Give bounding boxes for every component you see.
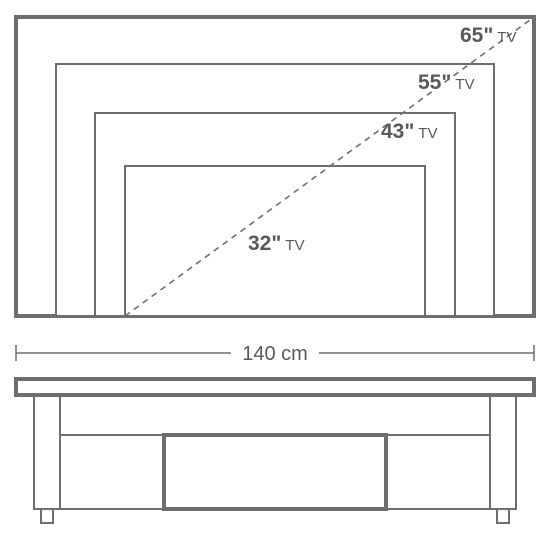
cabinet-foot-0 xyxy=(41,509,53,523)
tv-size-diagram: 65" TV55" TV43" TV32" TV xyxy=(16,17,534,316)
cabinet-leg-left xyxy=(34,395,60,509)
cabinet-foot-1 xyxy=(497,509,509,523)
cabinet-diagram xyxy=(16,379,534,523)
dimension-text: 140 cm xyxy=(242,343,308,365)
dimension-line: 140 cm xyxy=(16,343,534,365)
cabinet-drawer xyxy=(164,435,386,509)
cabinet-top xyxy=(16,379,534,395)
cabinet-leg-right xyxy=(490,395,516,509)
